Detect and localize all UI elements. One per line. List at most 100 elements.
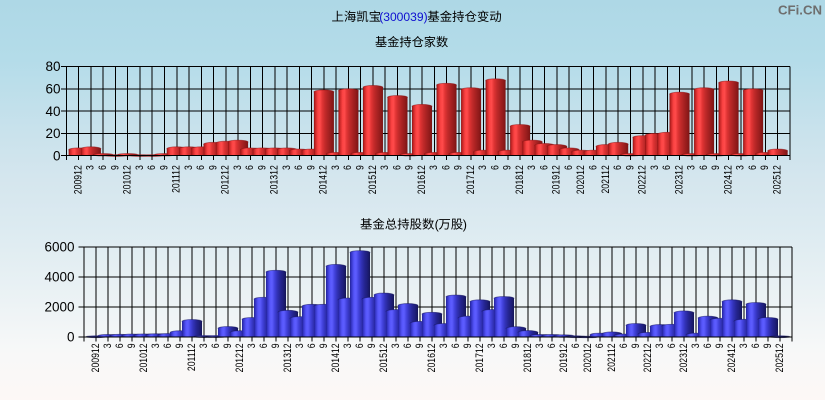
svg-text:9: 9 xyxy=(355,165,367,170)
svg-text:201712: 201712 xyxy=(474,343,486,372)
svg-text:6: 6 xyxy=(546,343,558,348)
svg-text:6: 6 xyxy=(612,165,624,170)
svg-text:3: 3 xyxy=(477,165,489,170)
svg-text:6: 6 xyxy=(563,165,575,170)
svg-text:60: 60 xyxy=(45,82,60,97)
svg-text:3: 3 xyxy=(134,165,146,170)
svg-text:6: 6 xyxy=(747,165,759,170)
svg-text:9: 9 xyxy=(222,343,234,348)
svg-text:): ) xyxy=(463,218,467,232)
svg-text:6: 6 xyxy=(392,165,404,170)
svg-text:6: 6 xyxy=(354,343,366,348)
svg-text:9: 9 xyxy=(414,343,426,348)
svg-text:201312: 201312 xyxy=(282,343,294,372)
svg-text:201912: 201912 xyxy=(558,343,570,372)
svg-text:6: 6 xyxy=(666,343,678,348)
svg-text:6: 6 xyxy=(210,343,222,348)
svg-text:3: 3 xyxy=(281,165,293,170)
svg-text:6: 6 xyxy=(114,343,126,348)
svg-text:3: 3 xyxy=(232,165,244,170)
svg-text:3: 3 xyxy=(735,165,747,170)
svg-text:201612: 201612 xyxy=(426,343,438,372)
svg-text:6: 6 xyxy=(244,165,256,170)
svg-text:9: 9 xyxy=(630,343,642,348)
svg-text:201212: 201212 xyxy=(234,343,246,372)
svg-text:3: 3 xyxy=(85,165,97,170)
svg-text:20: 20 xyxy=(45,126,60,141)
svg-text:9: 9 xyxy=(174,343,186,348)
svg-text:202312: 202312 xyxy=(678,343,690,372)
svg-text:9: 9 xyxy=(366,343,378,348)
svg-text:3: 3 xyxy=(102,343,114,348)
svg-text:3: 3 xyxy=(183,165,195,170)
svg-text:201612: 201612 xyxy=(416,165,428,194)
svg-text:3: 3 xyxy=(526,165,538,170)
svg-text:9: 9 xyxy=(453,165,465,170)
svg-text:9: 9 xyxy=(510,343,522,348)
svg-text:9: 9 xyxy=(306,165,318,170)
svg-text:202512: 202512 xyxy=(774,343,786,372)
svg-text:3: 3 xyxy=(342,343,354,348)
svg-text:9: 9 xyxy=(759,165,771,170)
svg-text:202012: 202012 xyxy=(582,343,594,372)
svg-text:6: 6 xyxy=(146,165,158,170)
svg-text:200912: 200912 xyxy=(73,165,85,194)
svg-text:202412: 202412 xyxy=(726,343,738,372)
svg-text:9: 9 xyxy=(110,165,122,170)
svg-text:6: 6 xyxy=(750,343,762,348)
svg-text:3: 3 xyxy=(686,165,698,170)
svg-text:3: 3 xyxy=(649,165,661,170)
svg-text:2000: 2000 xyxy=(44,300,74,315)
svg-text:6: 6 xyxy=(162,343,174,348)
svg-text:201212: 201212 xyxy=(220,165,232,194)
svg-text:9: 9 xyxy=(270,343,282,348)
svg-text:3: 3 xyxy=(379,165,391,170)
svg-text:6: 6 xyxy=(342,165,354,170)
svg-text:6: 6 xyxy=(258,343,270,348)
svg-text:40: 40 xyxy=(45,104,60,119)
svg-text:6: 6 xyxy=(588,165,600,170)
svg-text:202512: 202512 xyxy=(772,165,784,194)
svg-text:0: 0 xyxy=(53,148,61,163)
svg-text:201412: 201412 xyxy=(318,165,330,194)
svg-text:202112: 202112 xyxy=(606,343,618,371)
svg-text:6: 6 xyxy=(402,343,414,348)
svg-text:3: 3 xyxy=(390,343,402,348)
svg-text:202212: 202212 xyxy=(642,343,654,372)
svg-text:6: 6 xyxy=(441,165,453,170)
svg-text:9: 9 xyxy=(257,165,269,170)
svg-text:9: 9 xyxy=(502,165,514,170)
svg-text:3: 3 xyxy=(486,343,498,348)
svg-text:6: 6 xyxy=(661,165,673,170)
svg-text:6: 6 xyxy=(594,343,606,348)
svg-text:6: 6 xyxy=(490,165,502,170)
svg-text:6000: 6000 xyxy=(44,240,74,255)
svg-text:(300039): (300039) xyxy=(379,10,427,24)
svg-text:200912: 200912 xyxy=(90,343,102,372)
svg-text:3: 3 xyxy=(534,343,546,348)
svg-text:9: 9 xyxy=(159,165,171,170)
svg-text:(: ( xyxy=(435,218,440,232)
svg-text:3: 3 xyxy=(150,343,162,348)
svg-text:201912: 201912 xyxy=(551,165,563,194)
svg-text:6: 6 xyxy=(702,343,714,348)
svg-text:201812: 201812 xyxy=(514,165,526,194)
svg-text:3: 3 xyxy=(198,343,210,348)
svg-text:3: 3 xyxy=(246,343,258,348)
svg-text:201012: 201012 xyxy=(138,343,150,372)
svg-text:9: 9 xyxy=(208,165,220,170)
svg-text:3: 3 xyxy=(330,165,342,170)
svg-text:3: 3 xyxy=(438,343,450,348)
svg-text:9: 9 xyxy=(126,343,138,348)
svg-text:202312: 202312 xyxy=(674,165,686,194)
svg-text:201712: 201712 xyxy=(465,165,477,194)
svg-text:202212: 202212 xyxy=(637,165,649,194)
svg-text:202112: 202112 xyxy=(600,165,612,193)
svg-text:CFi.CN: CFi.CN xyxy=(778,2,822,17)
svg-text:6: 6 xyxy=(195,165,207,170)
svg-text:6: 6 xyxy=(539,165,551,170)
svg-text:9: 9 xyxy=(462,343,474,348)
svg-text:9: 9 xyxy=(762,343,774,348)
svg-text:6: 6 xyxy=(306,343,318,348)
svg-text:9: 9 xyxy=(318,343,330,348)
